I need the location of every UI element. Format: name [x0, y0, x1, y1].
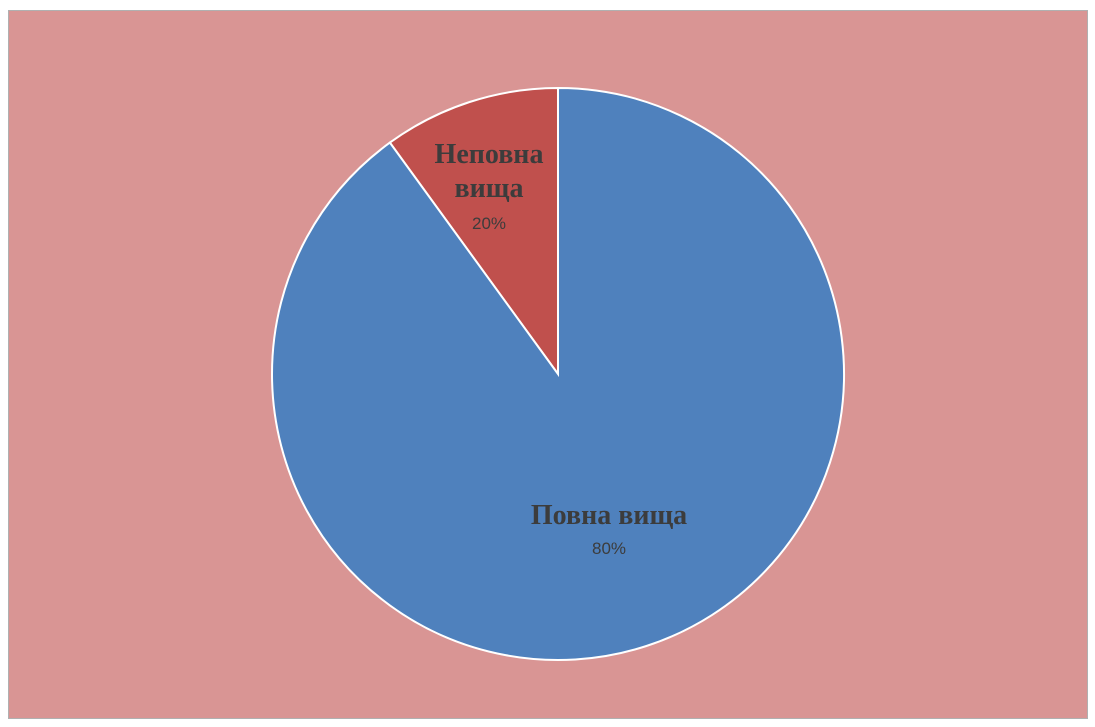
pie-slice-povna: [271, 86, 845, 661]
slice-percent-povna: 80%: [592, 539, 626, 558]
slice-percent-nepovna: 20%: [472, 214, 506, 233]
pie-slice-nepovna: [388, 86, 559, 378]
slice-label-nepovna-line1: Неповна: [435, 139, 544, 170]
pie-slices: [271, 86, 845, 661]
slice-label-povna: Повна вища: [531, 500, 687, 531]
slice-label-nepovna-line2: вища: [455, 173, 524, 204]
